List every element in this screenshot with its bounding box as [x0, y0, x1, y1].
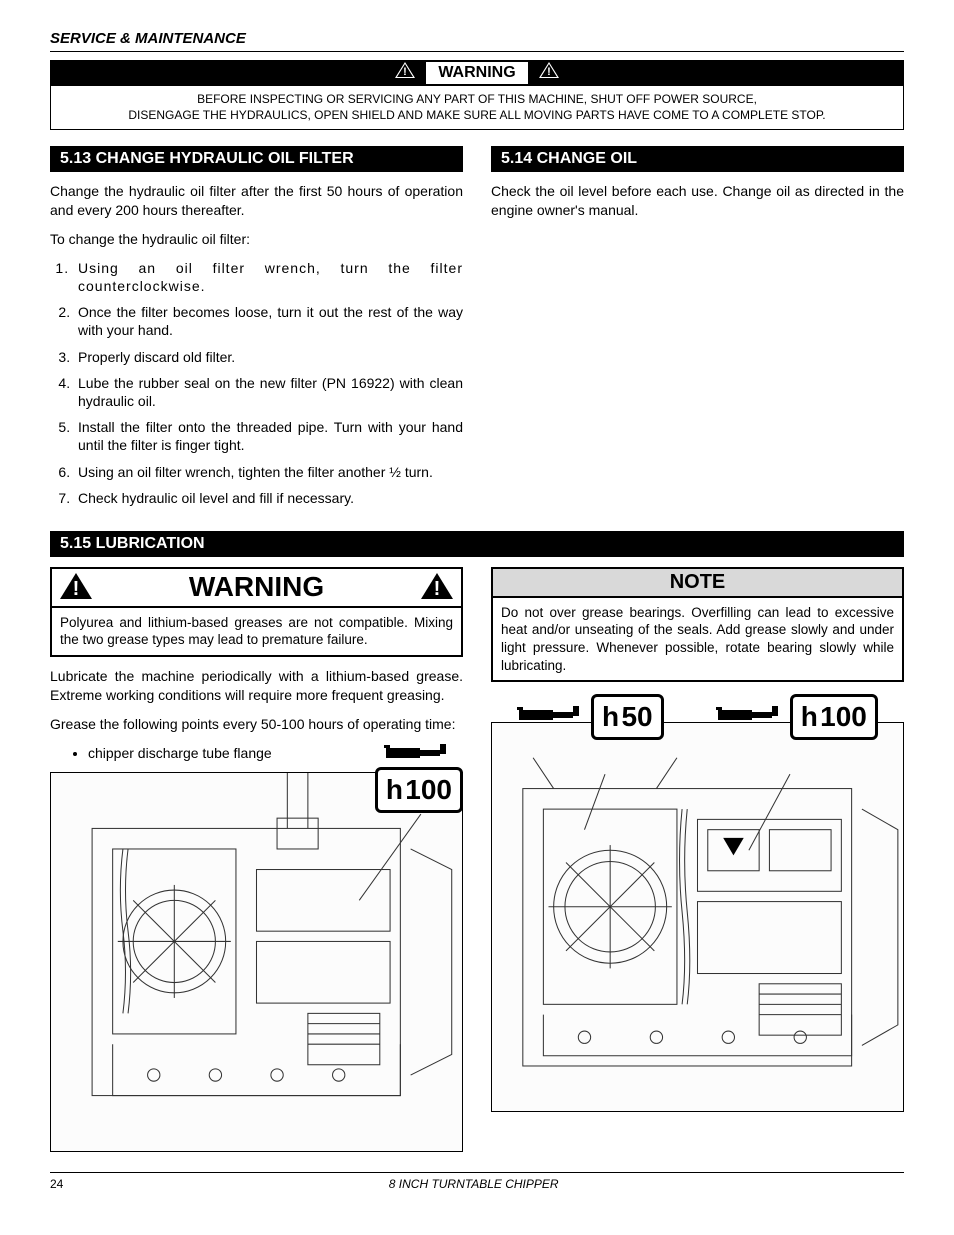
step-item: Using an oil filter wrench, tighten the …	[74, 463, 463, 481]
col-515-left: ! WARNING ! Polyurea and lithium-based g…	[50, 567, 463, 1152]
page-section-header: SERVICE & MAINTENANCE	[50, 30, 904, 52]
warning-triangle-icon: !	[58, 571, 94, 604]
step-item: Once the filter becomes loose, turn it o…	[74, 303, 463, 339]
body-514: Check the oil level before each use. Cha…	[491, 182, 904, 220]
warning-sub-line: BEFORE INSPECTING OR SERVICING ANY PART …	[61, 92, 893, 108]
grease-badge-h100-right: h 100	[716, 694, 878, 740]
badge-text: h 100	[801, 701, 867, 733]
badge-text: h 100	[386, 774, 452, 806]
warning-box-header: ! WARNING !	[52, 569, 461, 608]
warning-box-title: WARNING	[102, 571, 411, 603]
step-item: Lube the rubber seal on the new filter (…	[74, 374, 463, 410]
svg-text:!: !	[73, 578, 80, 600]
step-item: Install the filter onto the threaded pip…	[74, 418, 463, 454]
warning-sub-line: DISENGAGE THE HYDRAULICS, OPEN SHIELD AN…	[61, 108, 893, 124]
body1-515: Lubricate the machine periodically with …	[50, 667, 463, 705]
step-item: Using an oil filter wrench, turn the fil…	[74, 259, 463, 295]
columns-515: ! WARNING ! Polyurea and lithium-based g…	[50, 567, 904, 1152]
intro-513: Change the hydraulic oil filter after th…	[50, 182, 463, 220]
heading-513: 5.13 CHANGE HYDRAULIC OIL FILTER	[50, 146, 463, 172]
svg-text:!: !	[434, 578, 441, 600]
col-514: 5.14 CHANGE OIL Check the oil level befo…	[491, 146, 904, 515]
figure-right	[491, 722, 904, 1112]
left-figure-wrap: chipper discharge tube flange bearing as…	[50, 744, 463, 1152]
warning-triangle-icon: !	[419, 571, 455, 604]
badge-row-right: h 50 h 100	[491, 694, 904, 740]
columns-513-514: 5.13 CHANGE HYDRAULIC OIL FILTER Change …	[50, 146, 904, 515]
grease-gun-icon	[716, 700, 786, 726]
grease-gun-icon	[384, 738, 454, 764]
lead-513: To change the hydraulic oil filter:	[50, 230, 463, 249]
body2-515: Grease the following points every 50-100…	[50, 715, 463, 734]
page-footer: 24 8 INCH TURNTABLE CHIPPER	[50, 1172, 904, 1191]
grease-badge-h50: h 50	[517, 694, 663, 740]
machine-diagram-icon	[492, 723, 903, 1111]
note-title: NOTE	[493, 569, 902, 598]
footer-title: 8 INCH TURNTABLE CHIPPER	[389, 1177, 559, 1191]
heading-514: 5.14 CHANGE OIL	[491, 146, 904, 172]
step-item: Properly discard old filter.	[74, 348, 463, 366]
note-body: Do not over grease bearings. Overfilling…	[493, 598, 902, 680]
note-box: NOTE Do not over grease bearings. Overfi…	[491, 567, 904, 682]
svg-text:!: !	[403, 66, 407, 78]
col-513: 5.13 CHANGE HYDRAULIC OIL FILTER Change …	[50, 146, 463, 515]
warning-subtext: BEFORE INSPECTING OR SERVICING ANY PART …	[50, 86, 904, 130]
page-number: 24	[50, 1177, 63, 1191]
warning-label: WARNING	[426, 62, 527, 84]
warning-box-515: ! WARNING ! Polyurea and lithium-based g…	[50, 567, 463, 657]
steps-513: Using an oil filter wrench, turn the fil…	[50, 259, 463, 507]
heading-515: 5.15 LUBRICATION	[50, 531, 904, 557]
warning-triangle-icon: !	[538, 61, 560, 84]
grease-badge-h100-left: h 100	[375, 738, 463, 813]
badge-text: h 50	[602, 701, 653, 733]
svg-text:!: !	[547, 66, 551, 78]
figure-left	[50, 772, 463, 1152]
warning-box-body: Polyurea and lithium-based greases are n…	[52, 608, 461, 655]
machine-diagram-icon	[51, 773, 462, 1151]
warning-banner: ! WARNING !	[50, 60, 904, 86]
col-515-right: NOTE Do not over grease bearings. Overfi…	[491, 567, 904, 1152]
right-figure-wrap: h 50 h 100	[491, 694, 904, 1112]
step-item: Check hydraulic oil level and fill if ne…	[74, 489, 463, 507]
grease-gun-icon	[517, 700, 587, 726]
warning-triangle-icon: !	[394, 61, 416, 84]
